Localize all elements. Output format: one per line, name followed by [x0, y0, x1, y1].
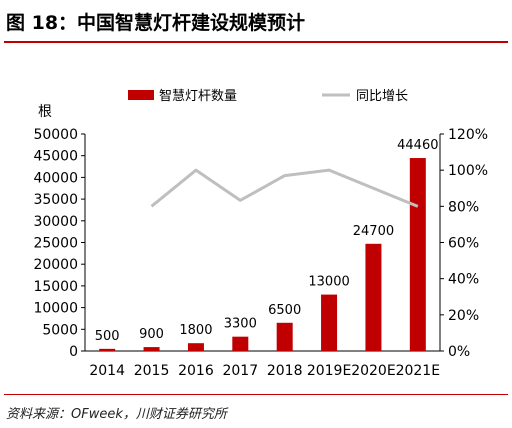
bar: [321, 294, 338, 351]
bar: [409, 158, 426, 351]
category-label: 2015: [134, 363, 170, 379]
left-axis-tick-label: 0: [69, 344, 78, 360]
bar-value-label: 6500: [268, 303, 301, 318]
bar-value-label: 500: [95, 329, 120, 344]
left-axis-tick-label: 45000: [33, 149, 78, 165]
bar-value-label: 900: [139, 327, 164, 342]
category-label: 2020E: [351, 363, 395, 379]
right-axis-tick-label: 20%: [448, 308, 479, 324]
category-label: 2017: [222, 363, 258, 379]
figure-header: 图 18：中国智慧灯杆建设规模预计: [0, 0, 512, 46]
left-axis-tick-label: 20000: [33, 257, 78, 273]
title-rule: [4, 41, 508, 43]
left-axis-tick-label: 40000: [33, 170, 78, 186]
left-axis-tick-label: 25000: [33, 236, 78, 252]
right-axis-tick-label: 40%: [448, 272, 479, 288]
legend-bar-swatch: [128, 90, 154, 100]
legend-line-label: 同比增长: [356, 89, 408, 104]
source-rule: [4, 394, 508, 395]
category-label: 2014: [89, 363, 125, 379]
figure-title: 图 18：中国智慧灯杆建设规模预计: [6, 12, 306, 34]
legend-bar-label: 智慧灯杆数量: [159, 88, 237, 104]
left-axis-tick-label: 35000: [33, 192, 78, 208]
right-axis-tick-label: 120%: [448, 127, 488, 143]
bar-value-label: 13000: [308, 275, 349, 290]
left-axis-tick-label: 30000: [33, 214, 78, 230]
bar-value-label: 3300: [224, 317, 257, 332]
left-axis-tick-label: 15000: [33, 279, 78, 295]
left-axis-unit: 根: [38, 104, 52, 120]
category-label: 2019E: [307, 363, 351, 379]
right-axis-tick-label: 80%: [448, 199, 479, 215]
source-note: 资料来源：OFweek，川财证券研究所: [6, 407, 227, 422]
left-axis-tick-label: 50000: [33, 127, 78, 143]
category-label: 2018: [267, 363, 303, 379]
right-axis-tick-label: 60%: [448, 236, 479, 252]
left-axis-tick-label: 5000: [42, 322, 78, 338]
bar-value-label: 44460: [397, 138, 438, 153]
bar: [99, 348, 116, 351]
left-axis-tick-label: 10000: [33, 301, 78, 317]
right-axis-tick-label: 0%: [448, 344, 470, 360]
bar: [187, 343, 204, 351]
category-label: 2021E: [396, 363, 440, 379]
bar: [143, 347, 160, 351]
growth-line: [150, 168, 419, 208]
category-label: 2016: [178, 363, 214, 379]
bar: [365, 243, 382, 351]
bar-line-chart: 0 5000 10000 15000 20000 25000 30000 35000 40000…: [33, 88, 488, 379]
bar: [232, 336, 249, 351]
bar-value-label: 24700: [353, 224, 394, 239]
bar: [276, 322, 293, 351]
bar-value-label: 1800: [179, 323, 212, 338]
right-axis-tick-label: 100%: [448, 163, 488, 179]
